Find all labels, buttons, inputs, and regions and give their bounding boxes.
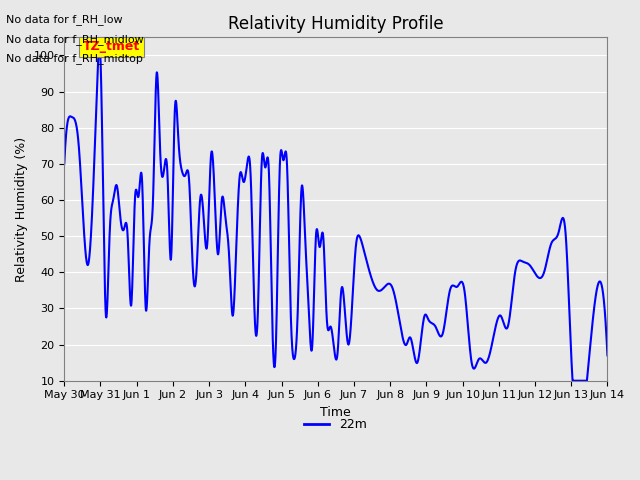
Text: No data for f_RH_midtop: No data for f_RH_midtop	[6, 53, 143, 64]
Text: No data for f_RH_low: No data for f_RH_low	[6, 14, 123, 25]
Legend: 22m: 22m	[300, 413, 372, 436]
Text: No data for f_RH_midlow: No data for f_RH_midlow	[6, 34, 144, 45]
X-axis label: Time: Time	[321, 406, 351, 419]
Y-axis label: Relativity Humidity (%): Relativity Humidity (%)	[15, 136, 28, 282]
Title: Relativity Humidity Profile: Relativity Humidity Profile	[228, 15, 444, 33]
Text: TZ_tmet: TZ_tmet	[83, 40, 140, 53]
